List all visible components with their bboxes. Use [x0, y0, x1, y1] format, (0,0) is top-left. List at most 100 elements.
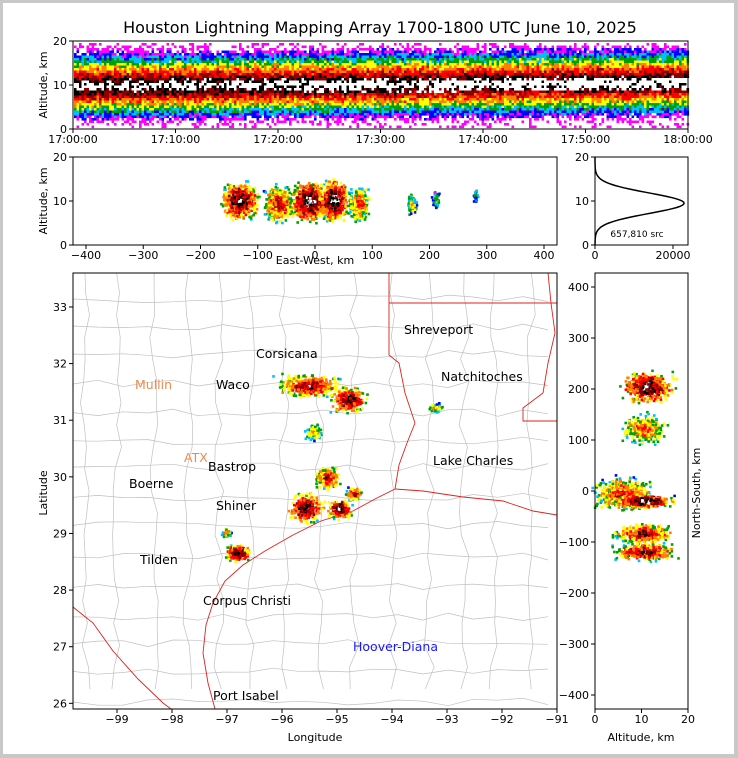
time-altitude-cell [101, 83, 105, 86]
time-altitude-cell [141, 60, 145, 64]
time-altitude-cell [299, 78, 302, 81]
time-altitude-cell [209, 103, 212, 106]
time-altitude-cell [409, 68, 412, 71]
time-altitude-cell [236, 58, 240, 61]
time-altitude-cell [491, 50, 495, 54]
time-altitude-cell [156, 63, 160, 66]
time-altitude-cell [374, 60, 377, 64]
time-altitude-cell [329, 123, 332, 126]
time-altitude-cell [194, 100, 197, 104]
time-altitude-cell [431, 120, 435, 124]
time-altitude-cell [161, 45, 165, 49]
time-altitude-cell [94, 48, 97, 51]
time-altitude-cell [441, 73, 445, 76]
time-altitude-cell [181, 93, 185, 96]
time-altitude-cell [81, 70, 85, 74]
time-altitude-cell [304, 98, 307, 101]
time-altitude-cell [341, 83, 345, 86]
time-altitude-cell [99, 55, 102, 59]
time-altitude-cell [374, 50, 377, 54]
time-altitude-cell [396, 115, 400, 119]
time-altitude-cell [424, 60, 427, 64]
time-altitude-cell [79, 45, 82, 49]
time-altitude-cell [419, 50, 422, 54]
time-altitude-cell [419, 90, 422, 94]
time-altitude-cell [496, 115, 500, 119]
time-altitude-cell [271, 88, 275, 91]
time-altitude-cell [431, 95, 435, 99]
time-altitude-cell [111, 85, 115, 89]
time-altitude-cell [371, 93, 375, 96]
time-altitude-cell [436, 55, 440, 59]
time-altitude-cell [414, 83, 417, 86]
time-altitude-cell [501, 58, 505, 61]
time-altitude-cell [356, 80, 360, 84]
time-altitude-cell [311, 50, 315, 54]
time-altitude-cell [341, 48, 345, 51]
time-altitude-cell [389, 100, 392, 104]
time-altitude-cell [339, 75, 342, 79]
time-altitude-cell [161, 120, 165, 124]
time-altitude-cell [216, 103, 220, 106]
time-altitude-cell [411, 95, 415, 99]
time-altitude-cell [204, 65, 207, 69]
time-altitude-cell [79, 43, 82, 46]
time-altitude-cell [196, 70, 200, 74]
time-altitude-cell [289, 73, 292, 76]
time-altitude-cell [299, 103, 302, 106]
time-altitude-cell [254, 73, 257, 76]
time-altitude-cell [199, 105, 202, 109]
time-altitude-cell [239, 78, 242, 81]
time-altitude-cell [494, 50, 497, 54]
time-altitude-cell [411, 75, 415, 79]
time-altitude-cell [84, 85, 87, 89]
time-altitude-cell [329, 58, 332, 61]
time-altitude-cell [379, 90, 382, 94]
time-altitude-cell [364, 53, 367, 56]
time-altitude-cell [209, 95, 212, 99]
time-altitude-cell [464, 103, 467, 106]
time-altitude-cell [286, 83, 290, 86]
time-altitude-cell [461, 73, 465, 76]
time-altitude-cell [391, 113, 395, 116]
time-altitude-cell [336, 103, 340, 106]
time-altitude-cell [291, 70, 295, 74]
time-altitude-cell [474, 120, 477, 124]
time-altitude-cell [476, 53, 480, 56]
time-altitude-cell [156, 78, 160, 81]
time-altitude-cell [164, 80, 167, 84]
time-altitude-cell [356, 58, 360, 61]
time-altitude-cell [206, 78, 210, 81]
time-altitude-cell [146, 95, 150, 99]
time-altitude-cell [141, 50, 145, 54]
time-altitude-cell [164, 100, 167, 104]
time-altitude-cell [196, 53, 200, 56]
time-altitude-cell [484, 123, 487, 126]
time-altitude-cell [81, 75, 85, 79]
time-altitude-cell [254, 63, 257, 66]
time-altitude-cell [171, 85, 175, 89]
time-altitude-cell [224, 63, 227, 66]
time-altitude-cell [349, 80, 352, 84]
time-altitude-cell [124, 103, 127, 106]
time-altitude-cell [126, 113, 130, 116]
time-altitude-cell [221, 70, 225, 74]
time-altitude-cell [399, 80, 402, 84]
time-altitude-cell [434, 115, 437, 119]
time-altitude-cell [419, 105, 422, 109]
time-altitude-cell [359, 115, 362, 119]
time-altitude-cell [479, 100, 482, 104]
time-altitude-cell [311, 110, 315, 114]
time-altitude-cell [326, 65, 330, 69]
time-altitude-cell [241, 108, 245, 111]
time-altitude-cell [476, 110, 480, 114]
time-altitude-cell [436, 93, 440, 96]
time-altitude-cell [144, 80, 147, 84]
time-altitude-cell [229, 63, 232, 66]
time-altitude-cell [364, 100, 367, 104]
time-altitude-cell [149, 65, 152, 69]
time-altitude-cell [464, 58, 467, 61]
time-altitude-cell [339, 105, 342, 109]
time-altitude-cell [146, 110, 150, 114]
time-altitude-cell [341, 50, 345, 54]
